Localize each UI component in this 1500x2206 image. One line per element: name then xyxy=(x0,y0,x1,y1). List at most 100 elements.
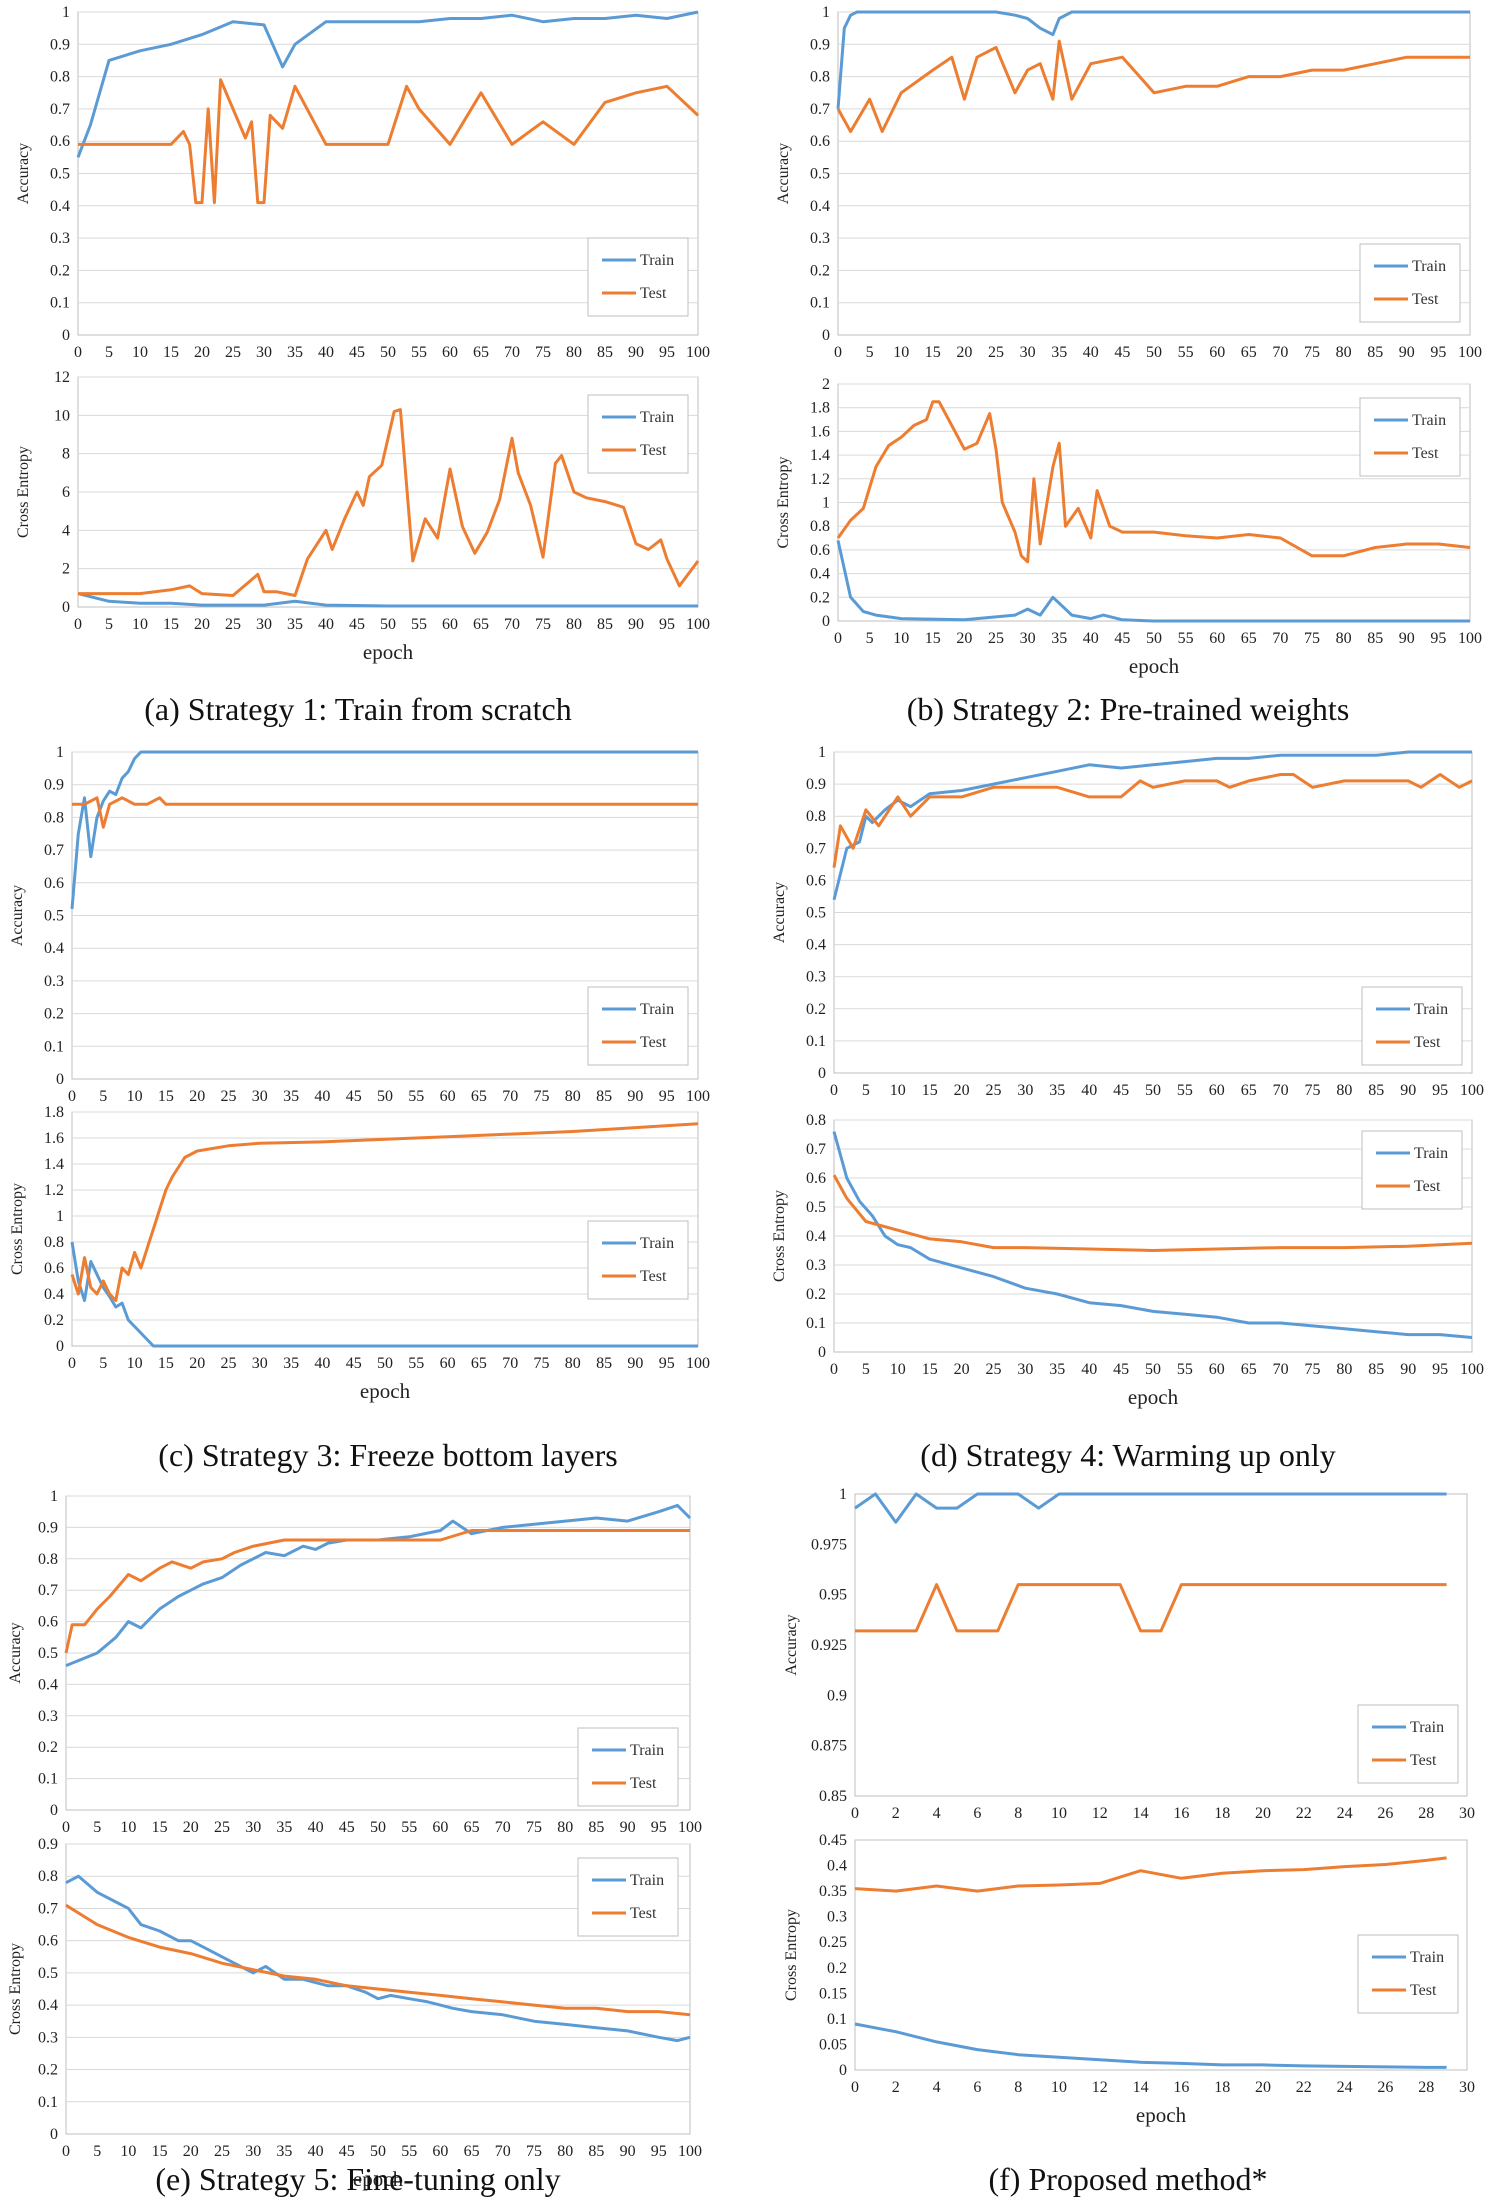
x-tick-label: 65 xyxy=(1241,1082,1257,1099)
y-tick-label: 0.2 xyxy=(806,1286,826,1303)
y-tick-label: 0.2 xyxy=(38,2062,58,2079)
y-tick-label: 6 xyxy=(62,484,70,501)
y-tick-label: 0 xyxy=(56,1338,64,1355)
y-tick-label: 0.2 xyxy=(50,262,70,279)
y-tick-label: 0 xyxy=(62,599,70,616)
x-tick-label: 15 xyxy=(158,1088,174,1105)
y-tick-label: 1.4 xyxy=(810,447,830,464)
x-tick-label: 5 xyxy=(99,1088,107,1105)
y-tick-label: 0.875 xyxy=(811,1738,847,1755)
legend-box xyxy=(1361,1130,1463,1210)
legend-box xyxy=(1359,243,1461,323)
x-axis-label: epoch xyxy=(1128,1385,1179,1409)
legend-label-test: Test xyxy=(640,1268,667,1285)
y-tick-label: 1 xyxy=(62,4,70,21)
y-tick-label: 0.8 xyxy=(806,1112,826,1129)
legend-label-train: Train xyxy=(1414,1145,1448,1162)
x-tick-label: 2 xyxy=(892,1805,900,1822)
x-tick-label: 20 xyxy=(189,1355,205,1372)
legend-label-test: Test xyxy=(1410,1982,1437,1999)
x-tick-label: 30 xyxy=(252,1088,268,1105)
x-tick-label: 30 xyxy=(1017,1361,1033,1378)
x-tick-label: 100 xyxy=(686,616,710,633)
x-tick-label: 95 xyxy=(659,1355,675,1372)
x-tick-label: 30 xyxy=(1459,1805,1475,1822)
x-tick-label: 40 xyxy=(308,2143,324,2160)
legend-label-test: Test xyxy=(640,442,667,459)
x-tick-label: 15 xyxy=(922,1082,938,1099)
x-tick-label: 60 xyxy=(1209,1361,1225,1378)
legend-label-train: Train xyxy=(1410,1949,1444,1966)
x-tick-label: 5 xyxy=(93,1819,101,1836)
y-tick-label: 0.15 xyxy=(819,1985,847,2002)
x-tick-label: 0 xyxy=(851,1805,859,1822)
x-tick-label: 75 xyxy=(534,1355,550,1372)
legend-label-train: Train xyxy=(630,1872,664,1889)
y-tick-label: 0.8 xyxy=(44,809,64,826)
x-tick-label: 2 xyxy=(892,2079,900,2096)
x-tick-label: 90 xyxy=(1400,1082,1416,1099)
x-tick-label: 20 xyxy=(194,616,210,633)
legend: Train Test xyxy=(587,237,689,317)
y-tick-label: 0.9 xyxy=(38,1836,58,1853)
x-tick-label: 0 xyxy=(68,1355,76,1372)
x-tick-label: 55 xyxy=(1178,344,1194,361)
panel-caption-b: (b) Strategy 2: Pre-trained weights xyxy=(907,691,1350,727)
y-axis-label: Cross Entropy xyxy=(775,457,792,549)
y-tick-label: 0.1 xyxy=(810,295,830,312)
y-tick-label: 0.1 xyxy=(806,1315,826,1332)
y-tick-label: 0.8 xyxy=(806,808,826,825)
y-tick-label: 0.7 xyxy=(44,842,64,859)
y-tick-label: 0.9 xyxy=(810,36,830,53)
chart-4-0: 00.10.20.30.40.50.60.70.80.910 5 10 15 20 25 3… xyxy=(7,1488,702,1836)
x-tick-label: 4 xyxy=(933,1805,941,1822)
x-tick-label: 30 xyxy=(256,344,272,361)
x-tick-label: 0 xyxy=(62,2143,70,2160)
x-tick-label: 40 xyxy=(314,1355,330,1372)
series-line-test xyxy=(70,1122,699,1302)
chart-3-0: 00.10.20.30.40.50.60.70.80.910 5 10 15 20 25 3… xyxy=(771,744,1484,1099)
series-line-test xyxy=(836,400,1471,564)
x-tick-label: 10 xyxy=(890,1361,906,1378)
legend-box xyxy=(587,394,689,474)
x-tick-label: 40 xyxy=(1081,1082,1097,1099)
x-tick-label: 26 xyxy=(1377,2079,1393,2096)
x-tick-label: 45 xyxy=(1113,1361,1129,1378)
x-tick-label: 70 xyxy=(1272,630,1288,647)
x-tick-label: 24 xyxy=(1337,1805,1353,1822)
x-tick-label: 16 xyxy=(1173,2079,1189,2096)
legend-label-train: Train xyxy=(1412,412,1446,429)
x-tick-label: 15 xyxy=(158,1355,174,1372)
y-tick-label: 1 xyxy=(839,1486,847,1503)
x-tick-label: 65 xyxy=(464,2143,480,2160)
chart-layer: 00.10.20.30.40.50.60.70.80.910 5 10 15 20 25 3… xyxy=(7,4,1484,2191)
legend-box xyxy=(1361,986,1463,1066)
y-tick-label: 0.1 xyxy=(50,295,70,312)
x-tick-label: 70 xyxy=(495,2143,511,2160)
y-tick-label: 1.8 xyxy=(810,400,830,417)
x-tick-label: 0 xyxy=(834,630,842,647)
x-tick-label: 40 xyxy=(1083,344,1099,361)
x-tick-label: 85 xyxy=(597,344,613,361)
y-tick-label: 0.1 xyxy=(806,1033,826,1050)
series-line-test xyxy=(832,1174,1473,1252)
x-tick-label: 75 xyxy=(535,616,551,633)
x-tick-label: 25 xyxy=(988,630,1004,647)
legend-box xyxy=(1357,1934,1459,2014)
x-tick-label: 10 xyxy=(890,1082,906,1099)
series-line-train xyxy=(65,1874,691,2043)
x-tick-label: 30 xyxy=(245,2143,261,2160)
x-tick-label: 90 xyxy=(628,344,644,361)
x-tick-label: 95 xyxy=(651,1819,667,1836)
legend: Train Test xyxy=(1361,1130,1463,1210)
y-tick-label: 0.3 xyxy=(806,1257,826,1274)
x-tick-label: 0 xyxy=(62,1819,70,1836)
x-tick-label: 85 xyxy=(596,1088,612,1105)
x-tick-label: 45 xyxy=(349,344,365,361)
x-tick-label: 25 xyxy=(214,1819,230,1836)
x-tick-label: 0 xyxy=(68,1088,76,1105)
y-tick-label: 0.4 xyxy=(827,1858,847,1875)
y-axis-label: Cross Entropy xyxy=(7,1943,24,2035)
series-line-train xyxy=(70,1241,698,1348)
y-tick-label: 0.95 xyxy=(819,1587,847,1604)
